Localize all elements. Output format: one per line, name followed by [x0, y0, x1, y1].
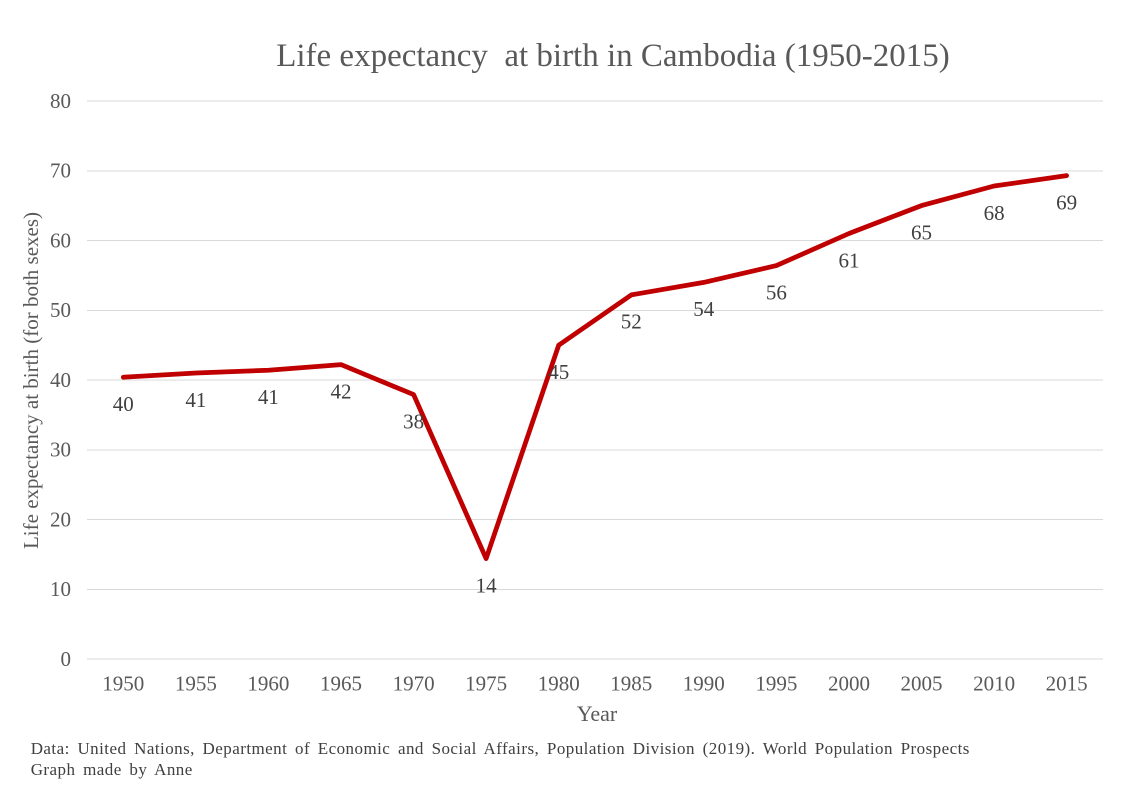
- svg-text:65: 65: [911, 220, 932, 244]
- svg-text:56: 56: [766, 280, 787, 304]
- svg-text:Life expectancy at birth in C: Life expectancy at birth in Cambodia (19…: [276, 38, 950, 74]
- svg-text:1985: 1985: [610, 672, 652, 696]
- svg-text:41: 41: [258, 385, 279, 409]
- svg-text:1960: 1960: [247, 672, 289, 696]
- svg-text:1970: 1970: [393, 672, 435, 696]
- svg-text:42: 42: [331, 379, 352, 403]
- svg-text:10: 10: [50, 577, 71, 601]
- svg-text:1955: 1955: [175, 672, 217, 696]
- svg-text:61: 61: [839, 248, 860, 272]
- svg-text:Life expectancy at birth (for: Life expectancy at birth (for both sexes…: [19, 212, 43, 549]
- svg-text:69: 69: [1056, 190, 1077, 214]
- svg-text:2000: 2000: [828, 672, 870, 696]
- svg-text:80: 80: [50, 89, 71, 113]
- svg-text:1995: 1995: [755, 672, 797, 696]
- svg-text:2010: 2010: [973, 672, 1015, 696]
- svg-text:Data: United Nations, Departme: Data: United Nations, Department of Econ…: [31, 739, 970, 758]
- svg-text:38: 38: [403, 409, 424, 433]
- svg-text:Year: Year: [577, 701, 618, 726]
- svg-text:2005: 2005: [901, 672, 943, 696]
- svg-text:68: 68: [984, 201, 1005, 225]
- svg-text:40: 40: [50, 368, 71, 392]
- svg-text:41: 41: [185, 388, 206, 412]
- svg-text:1990: 1990: [683, 672, 725, 696]
- svg-text:20: 20: [50, 507, 71, 531]
- svg-text:2015: 2015: [1046, 672, 1088, 696]
- svg-text:Graph made by Anne: Graph made by Anne: [31, 760, 193, 779]
- svg-text:0: 0: [61, 647, 72, 671]
- svg-text:1950: 1950: [102, 672, 144, 696]
- svg-text:30: 30: [50, 438, 71, 462]
- svg-text:40: 40: [113, 392, 134, 416]
- svg-text:1975: 1975: [465, 672, 507, 696]
- svg-text:70: 70: [50, 159, 71, 183]
- svg-text:54: 54: [693, 297, 715, 321]
- svg-text:14: 14: [476, 573, 498, 597]
- svg-text:52: 52: [621, 310, 642, 334]
- svg-text:1965: 1965: [320, 672, 362, 696]
- svg-text:45: 45: [548, 360, 569, 384]
- svg-text:50: 50: [50, 298, 71, 322]
- svg-text:1980: 1980: [538, 672, 580, 696]
- svg-text:60: 60: [50, 228, 71, 252]
